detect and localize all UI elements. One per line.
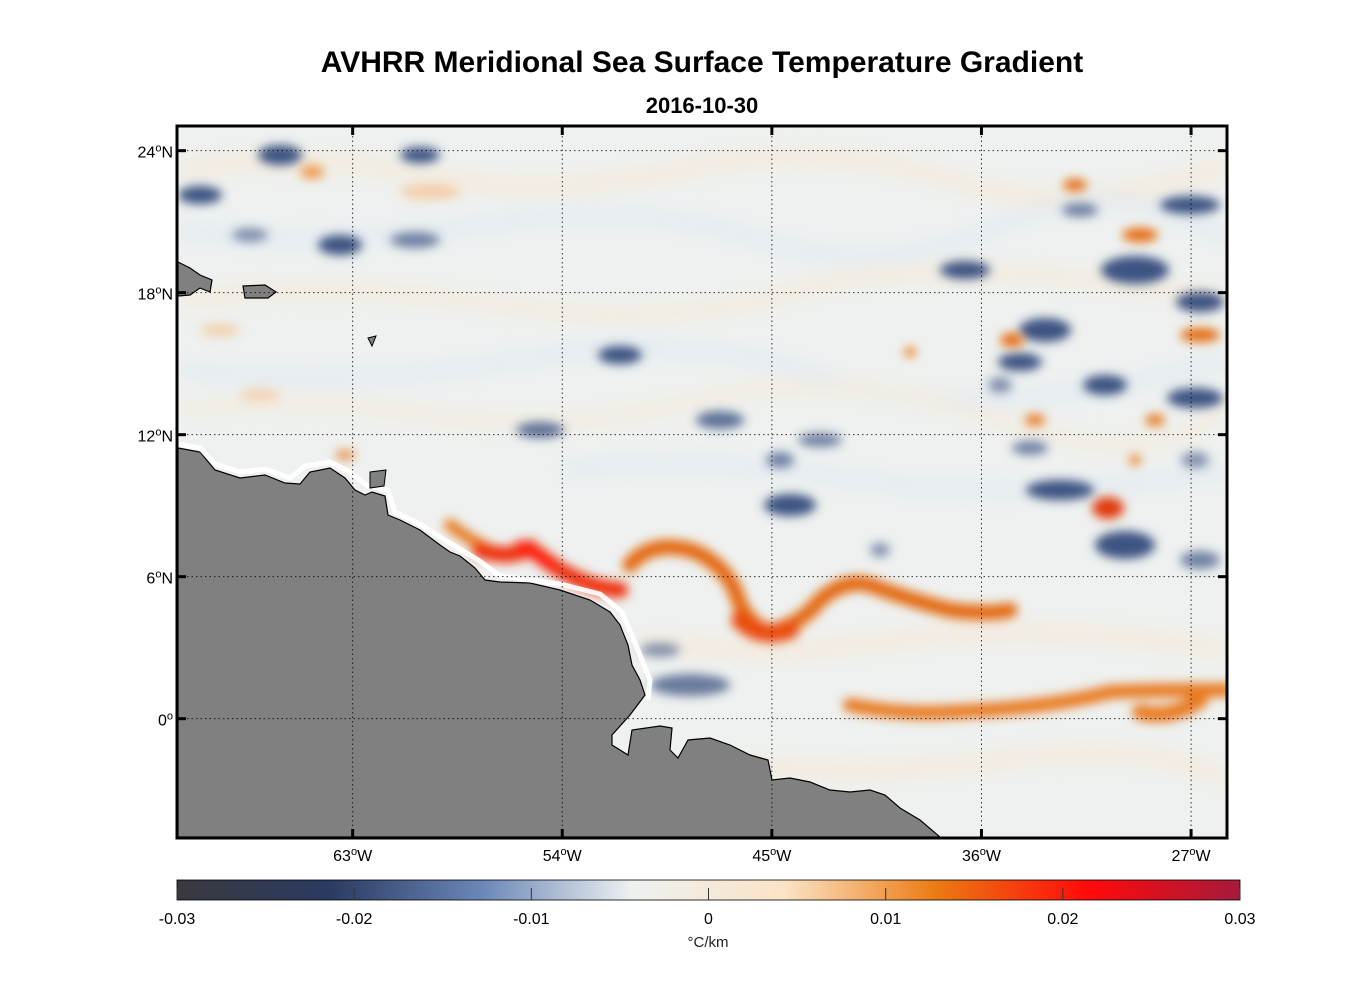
- colorbar-tick-label: -0.03: [159, 911, 196, 928]
- colorbar-tick-label: 0.03: [1224, 911, 1255, 928]
- colorbar-unit-label: °C/km: [688, 934, 729, 951]
- map-title: AVHRR Meridional Sea Surface Temperature…: [320, 46, 1084, 79]
- negative-gradient-features: [178, 145, 1224, 696]
- field-texture: [178, 150, 1226, 787]
- lat-tick-label: 6oN: [146, 569, 173, 588]
- colorbar-tick-label: 0.01: [870, 911, 901, 928]
- graticule: [178, 127, 1226, 837]
- hispaniola-island: [178, 261, 213, 297]
- sst-gradient-field: [178, 127, 1226, 837]
- colorbar-tick-label: 0.02: [1047, 911, 1078, 928]
- colorbar-tick-label: -0.02: [336, 911, 373, 928]
- trinidad-island: [369, 469, 387, 489]
- map-frame: [175, 124, 1229, 840]
- map-axes: 24oN 18oN 12oN 6oN 0o 63oW 54oW 45oW 36oW 27oW: [138, 127, 1226, 865]
- colorbar: -0.03 -0.02 -0.01 0 0.01 0.02 0.03 °C/km: [159, 879, 1256, 951]
- lon-tick-label: 27oW: [1172, 846, 1212, 865]
- lat-tick-label: 18oN: [138, 285, 173, 304]
- small-antilles-island: [367, 335, 377, 348]
- positive-gradient-features: [200, 165, 1220, 519]
- colorbar-ticks: -0.03 -0.02 -0.01 0 0.01 0.02 0.03: [159, 888, 1256, 928]
- lat-tick-label: 0o: [158, 711, 173, 730]
- equatorial-front: [444, 519, 1226, 723]
- lat-tick-label: 24oN: [138, 143, 173, 162]
- puerto-rico-island: [242, 284, 278, 299]
- map-subtitle: 2016-10-30: [645, 93, 759, 118]
- lon-tick-label: 45oW: [752, 846, 792, 865]
- south-america-landmass: [178, 447, 941, 837]
- lat-tick-label: 12oN: [138, 427, 173, 446]
- lon-tick-label: 36oW: [962, 846, 1002, 865]
- lon-tick-label: 63oW: [333, 846, 373, 865]
- lon-tick-label: 54oW: [543, 846, 583, 865]
- colorbar-tick-label: -0.01: [513, 911, 550, 928]
- colorbar-tick-label: 0: [704, 911, 713, 928]
